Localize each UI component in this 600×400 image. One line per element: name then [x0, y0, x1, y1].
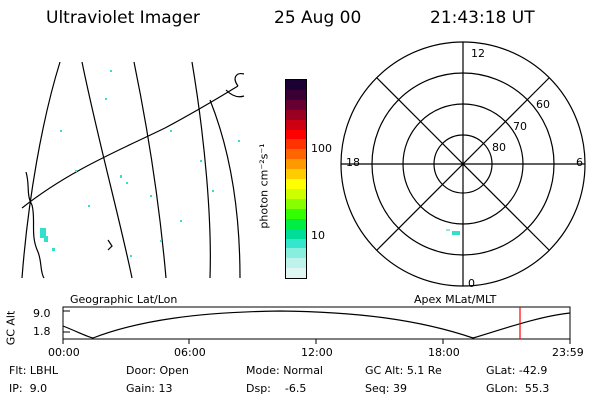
colorbar-stripe — [286, 188, 306, 199]
colorbar-stripe — [286, 139, 306, 150]
aurora-patch — [452, 231, 460, 235]
colorbar-stripe — [286, 179, 306, 189]
meridian-line — [376, 77, 550, 251]
mlt-label-0: 0 — [468, 277, 475, 290]
mlt-label-6: 6 — [576, 156, 583, 169]
colorbar-stripe — [286, 248, 306, 259]
colorbar-stripe — [286, 109, 306, 120]
date-label: 25 Aug 00 — [274, 8, 362, 28]
lat-label-70: 70 — [513, 120, 527, 133]
altitude-xtick-1800: 18:00 — [428, 346, 460, 359]
apex-caption: Apex MLat/MLT — [414, 293, 497, 306]
colorbar-stripe — [286, 129, 306, 140]
longitude-line — [191, 61, 211, 279]
polar-circle-70 — [402, 103, 524, 225]
instrument-title: Ultraviolet Imager — [46, 8, 200, 28]
colorbar-stripe — [286, 238, 306, 249]
coastline — [234, 73, 245, 87]
geographic-caption: Geographic Lat/Lon — [70, 293, 178, 306]
altitude-plot-frame — [62, 306, 571, 340]
colorbar-stripe — [286, 228, 306, 239]
info-filter: Flt: LBHL — [9, 364, 58, 377]
altitude-xtick-0600: 06:00 — [174, 346, 206, 359]
time-label: 21:43:18 UT — [430, 8, 535, 28]
colorbar-stripe — [286, 218, 306, 229]
altitude-ytick-high: 9.0 — [33, 307, 51, 320]
mlt-label-18: 18 — [346, 156, 360, 169]
altitude-xtick-2359: 23:59 — [552, 346, 584, 359]
colorbar-tick-10: 10 — [311, 229, 325, 242]
colorbar-tick-100: 100 — [311, 142, 332, 155]
altitude-xtick-0000: 00:00 — [48, 346, 80, 359]
info-glon: GLon: 55.3 — [486, 382, 550, 395]
colorbar-stripe — [286, 169, 306, 180]
altitude-curve — [62, 310, 571, 339]
info-gc-alt: GC Alt: 5.1 Re — [365, 364, 442, 377]
info-door: Door: Open — [126, 364, 189, 377]
info-seq: Seq: 39 — [365, 382, 407, 395]
altitude-ylabel: GC Alt — [4, 310, 18, 346]
colorbar-stripe — [286, 198, 306, 209]
altitude-ytick-low: 1.8 — [33, 325, 51, 338]
info-ip: IP: 9.0 — [9, 382, 48, 395]
polar-circle-60 — [371, 72, 555, 256]
mlt-label-12: 12 — [471, 47, 485, 60]
colorbar-stripe — [286, 119, 306, 130]
aurora-speckles — [40, 70, 240, 257]
info-mode: Mode: Normal — [246, 364, 323, 377]
colorbar-stripe — [286, 99, 306, 110]
longitude-line — [133, 61, 167, 279]
colorbar-stripe — [286, 149, 306, 160]
polar-circle-outer — [340, 41, 586, 287]
longitude-line — [21, 61, 61, 279]
latitude-line — [21, 85, 239, 209]
colorbar-stripe — [286, 258, 306, 269]
coastline — [25, 171, 45, 279]
info-dsp: Dsp: -6.5 — [246, 382, 307, 395]
polar-circle-80 — [433, 134, 493, 194]
lat-label-60: 60 — [536, 98, 550, 111]
colorbar-stripe — [286, 80, 306, 90]
longitude-line — [81, 61, 133, 279]
color-bar — [285, 79, 307, 279]
coastline — [107, 239, 113, 251]
colorbar-unit-label: photon cm⁻²s⁻¹ — [257, 143, 271, 229]
info-glat: GLat: -42.9 — [486, 364, 548, 377]
colorbar-stripe — [286, 89, 306, 100]
info-gain: Gain: 13 — [126, 382, 173, 395]
colorbar-stripe — [286, 268, 306, 279]
aurora-patch — [446, 229, 450, 231]
longitude-line — [209, 99, 241, 279]
meridian-line — [376, 77, 550, 251]
lat-label-80: 80 — [492, 141, 506, 154]
colorbar-stripe — [286, 208, 306, 219]
altitude-xtick-1200: 12:00 — [301, 346, 333, 359]
colorbar-stripe — [286, 159, 306, 170]
coastline — [225, 89, 245, 98]
